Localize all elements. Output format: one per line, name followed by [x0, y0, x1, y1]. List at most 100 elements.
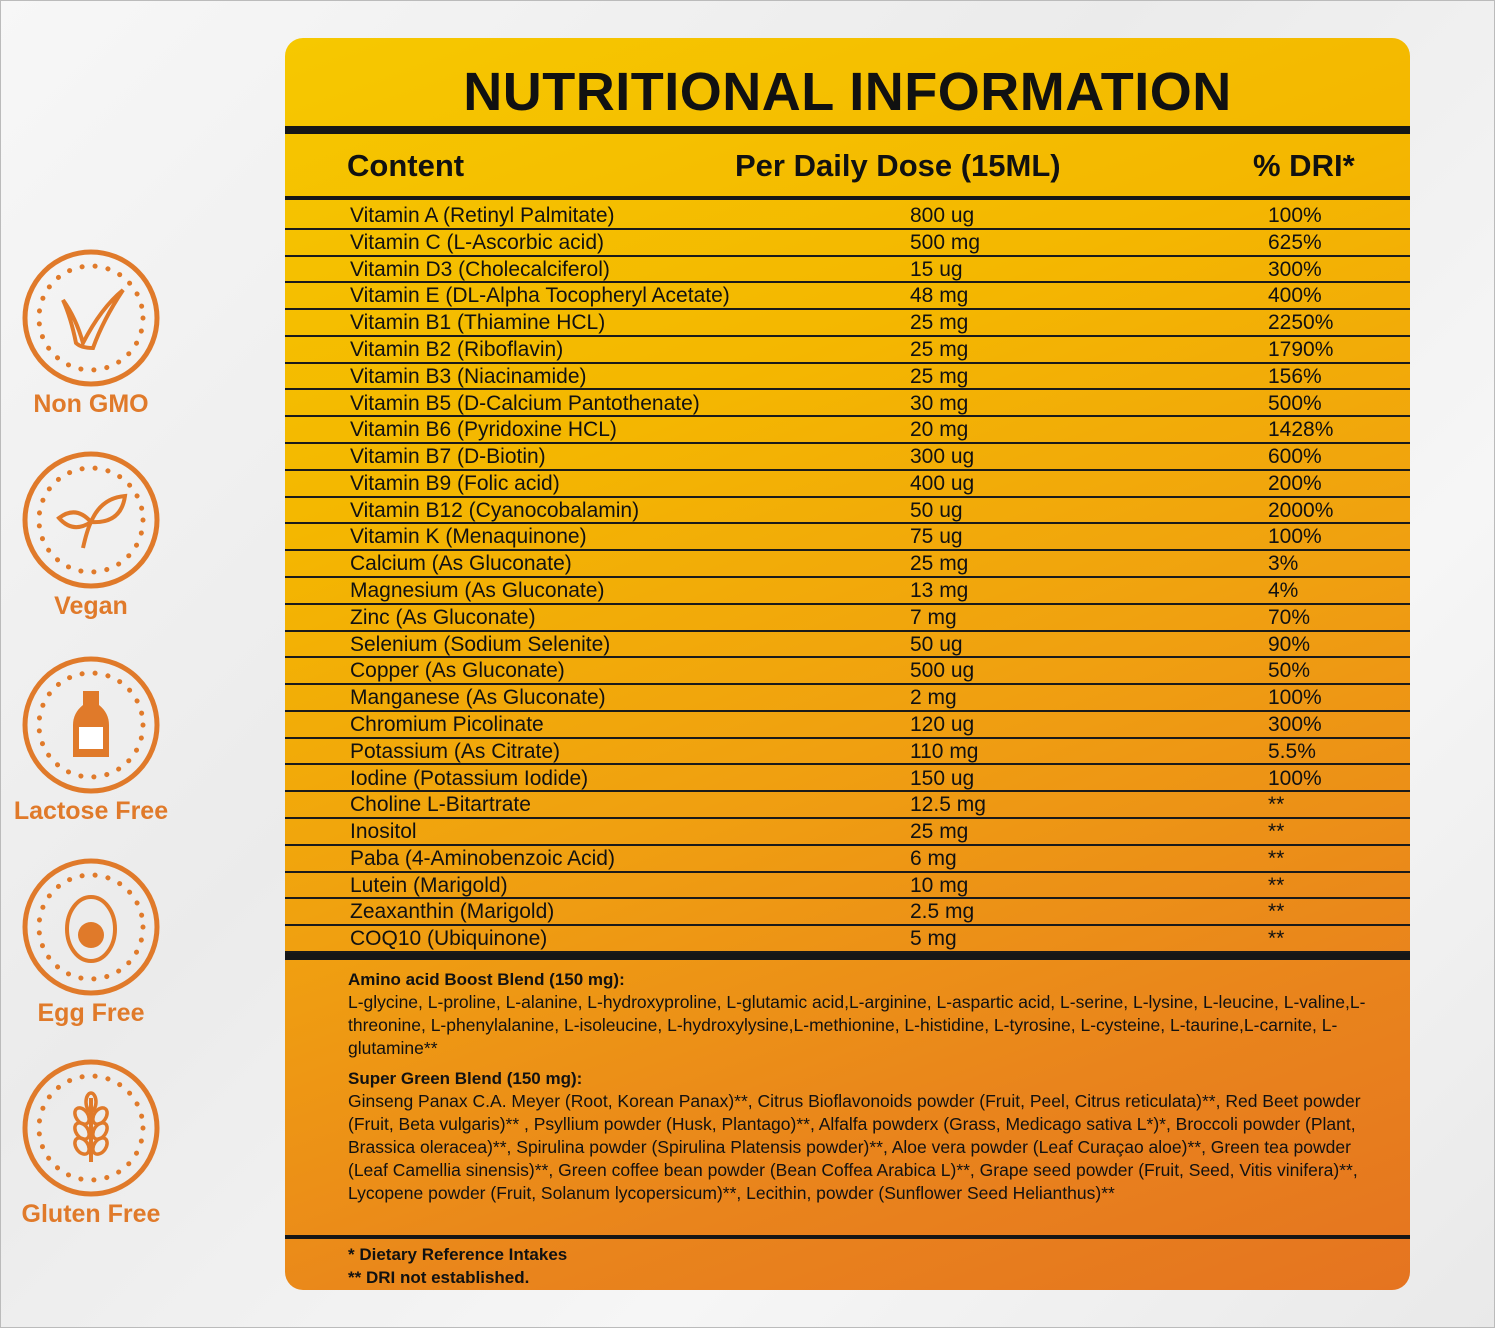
- table-row: Vitamin B5 (D-Calcium Pantothenate) 30 mg…: [285, 391, 1410, 418]
- badge: Lactose Free: [0, 655, 182, 826]
- rule: [285, 1235, 1410, 1239]
- table-cell: 400 ug: [910, 471, 975, 495]
- table-cell: **: [1268, 846, 1285, 870]
- table-cell: **: [1268, 793, 1285, 817]
- badge-label: Gluten Free: [21, 1200, 161, 1228]
- table-cell: 2000%: [1268, 498, 1334, 522]
- table-cell: Vitamin B9 (Folic acid): [350, 471, 560, 495]
- table-cell: **: [1268, 927, 1285, 951]
- table-row: Vitamin B7 (D-Biotin) 300 ug 600%: [285, 444, 1410, 471]
- table-cell: 5.5%: [1268, 739, 1316, 763]
- table-cell: 25 mg: [910, 364, 969, 388]
- table-row: Chromium Picolinate 120 ug 300%: [285, 712, 1410, 739]
- table-cell: Lutein (Marigold): [350, 873, 508, 897]
- table-row: Inositol 25 mg **: [285, 819, 1410, 846]
- table-cell: 156%: [1268, 364, 1322, 388]
- table-cell: 1428%: [1268, 418, 1334, 442]
- title: NUTRITIONAL INFORMATION: [463, 62, 1232, 122]
- table-cell: 3%: [1268, 552, 1299, 576]
- badge: Gluten Free: [0, 1058, 182, 1229]
- table-cell: Manganese (As Gluconate): [350, 686, 606, 710]
- table-cell: 100%: [1268, 525, 1322, 549]
- table-cell: 25 mg: [910, 552, 969, 576]
- table-cell: Selenium (Sodium Selenite): [350, 632, 611, 656]
- table-cell: 300%: [1268, 712, 1322, 736]
- table-row: COQ10 (Ubiquinone) 5 mg **: [285, 926, 1410, 953]
- blends: Amino acid Boost Blend (150 mg): L-glycin…: [348, 968, 1368, 1212]
- table-row: Calcium (As Gluconate) 25 mg 3%: [285, 551, 1410, 578]
- table-row: Vitamin A (Retinyl Palmitate) 800 ug 100%: [285, 203, 1410, 230]
- column-header: Content: [347, 148, 465, 183]
- table-cell: Vitamin B2 (Riboflavin): [350, 337, 564, 361]
- footnote: ** DRI not established.: [348, 1268, 530, 1287]
- table-cell: COQ10 (Ubiquinone): [350, 927, 548, 951]
- table-cell: 25 mg: [910, 337, 969, 361]
- table-cell: 625%: [1268, 230, 1322, 254]
- table-row: Vitamin C (L-Ascorbic acid) 500 mg 625%: [285, 230, 1410, 257]
- table-row: Iodine (Potassium Iodide) 150 ug 100%: [285, 766, 1410, 793]
- table-cell: Vitamin B6 (Pyridoxine HCL): [350, 418, 617, 442]
- table-cell: 110 mg: [910, 739, 979, 763]
- table-row: Vitamin K (Menaquinone) 75 ug 100%: [285, 524, 1410, 552]
- table-cell: 200%: [1268, 471, 1322, 495]
- table-cell: 4%: [1268, 579, 1299, 602]
- table-row: Vitamin B1 (Thiamine HCL) 25 mg 2250%: [285, 310, 1410, 337]
- column-header: % DRI*: [1253, 148, 1355, 183]
- blend-title: Super Green Blend (150 mg):: [348, 1069, 583, 1088]
- table-cell: 2.5 mg: [910, 900, 975, 924]
- table-cell: 500 ug: [910, 659, 975, 683]
- table-cell: 90%: [1268, 632, 1311, 656]
- table-cell: Vitamin D3 (Cholecalciferol): [350, 257, 610, 281]
- table-cell: Choline L-Bitartrate: [350, 793, 531, 817]
- table-cell: Paba (4-Aminobenzoic Acid): [350, 846, 615, 870]
- table-cell: Vitamin B7 (D-Biotin): [350, 445, 546, 469]
- table-cell: 5 mg: [910, 927, 957, 951]
- table-row: Selenium (Sodium Selenite) 50 ug 90%: [285, 632, 1410, 659]
- table-cell: 500%: [1268, 391, 1322, 415]
- table-row: Vitamin E (DL-Alpha Tocopheryl Acetate) 4…: [285, 283, 1410, 311]
- table-cell: Vitamin K (Menaquinone): [350, 525, 587, 549]
- table-cell: 7 mg: [910, 605, 957, 629]
- table-cell: Copper (As Gluconate): [350, 659, 565, 683]
- table-cell: 150 ug: [910, 766, 975, 790]
- table-row: Copper (As Gluconate) 500 ug 50%: [285, 658, 1410, 686]
- table-row: Vitamin B3 (Niacinamide) 25 mg 156%: [285, 364, 1410, 391]
- table-row: Vitamin B12 (Cyanocobalamin) 50 ug 2000%: [285, 498, 1410, 525]
- table-cell: 25 mg: [910, 311, 969, 335]
- rule: [285, 953, 1410, 960]
- badge-icon: [22, 451, 160, 589]
- footnote: * Dietary Reference Intakes: [348, 1245, 568, 1264]
- table-cell: 20 mg: [910, 418, 969, 442]
- badge-icon: [22, 656, 160, 794]
- table-cell: **: [1268, 820, 1285, 844]
- table-cell: **: [1268, 900, 1285, 924]
- table-row: Zeaxanthin (Marigold) 2.5 mg **: [285, 899, 1410, 927]
- table-cell: 13 mg: [910, 579, 969, 602]
- table-cell: Magnesium (As Gluconate): [350, 579, 605, 602]
- badge-label: Vegan: [54, 592, 128, 620]
- table-row: Magnesium (As Gluconate) 13 mg 4%: [285, 578, 1410, 605]
- table-cell: 300 ug: [910, 445, 975, 469]
- rule: [285, 196, 1410, 200]
- table-cell: 400%: [1268, 284, 1322, 308]
- table-cell: Chromium Picolinate: [350, 712, 544, 736]
- table-cell: 2250%: [1268, 311, 1334, 335]
- table-cell: 30 mg: [910, 391, 969, 415]
- rule: [285, 126, 1410, 134]
- table-cell: Vitamin B12 (Cyanocobalamin): [350, 498, 640, 522]
- table-row: Choline L-Bitartrate 12.5 mg **: [285, 792, 1410, 820]
- table-cell: 6 mg: [910, 846, 957, 870]
- badge: Egg Free: [0, 857, 182, 1028]
- table-cell: Vitamin B5 (D-Calcium Pantothenate): [350, 391, 700, 415]
- badge: Non GMO: [0, 248, 182, 419]
- blend-text: Ginseng Panax C.A. Meyer (Root, Korean P…: [348, 1091, 1361, 1203]
- table-row: Zinc (As Gluconate) 7 mg 70%: [285, 605, 1410, 632]
- table-cell: 15 ug: [910, 257, 963, 281]
- footnotes: * Dietary Reference Intakes ** DRI not es…: [348, 1243, 567, 1289]
- badge-icon: [22, 1059, 160, 1197]
- table-cell: **: [1268, 873, 1285, 897]
- table-cell: Inositol: [350, 820, 417, 844]
- table-cell: 2 mg: [910, 686, 957, 710]
- badge-icon: [22, 249, 160, 387]
